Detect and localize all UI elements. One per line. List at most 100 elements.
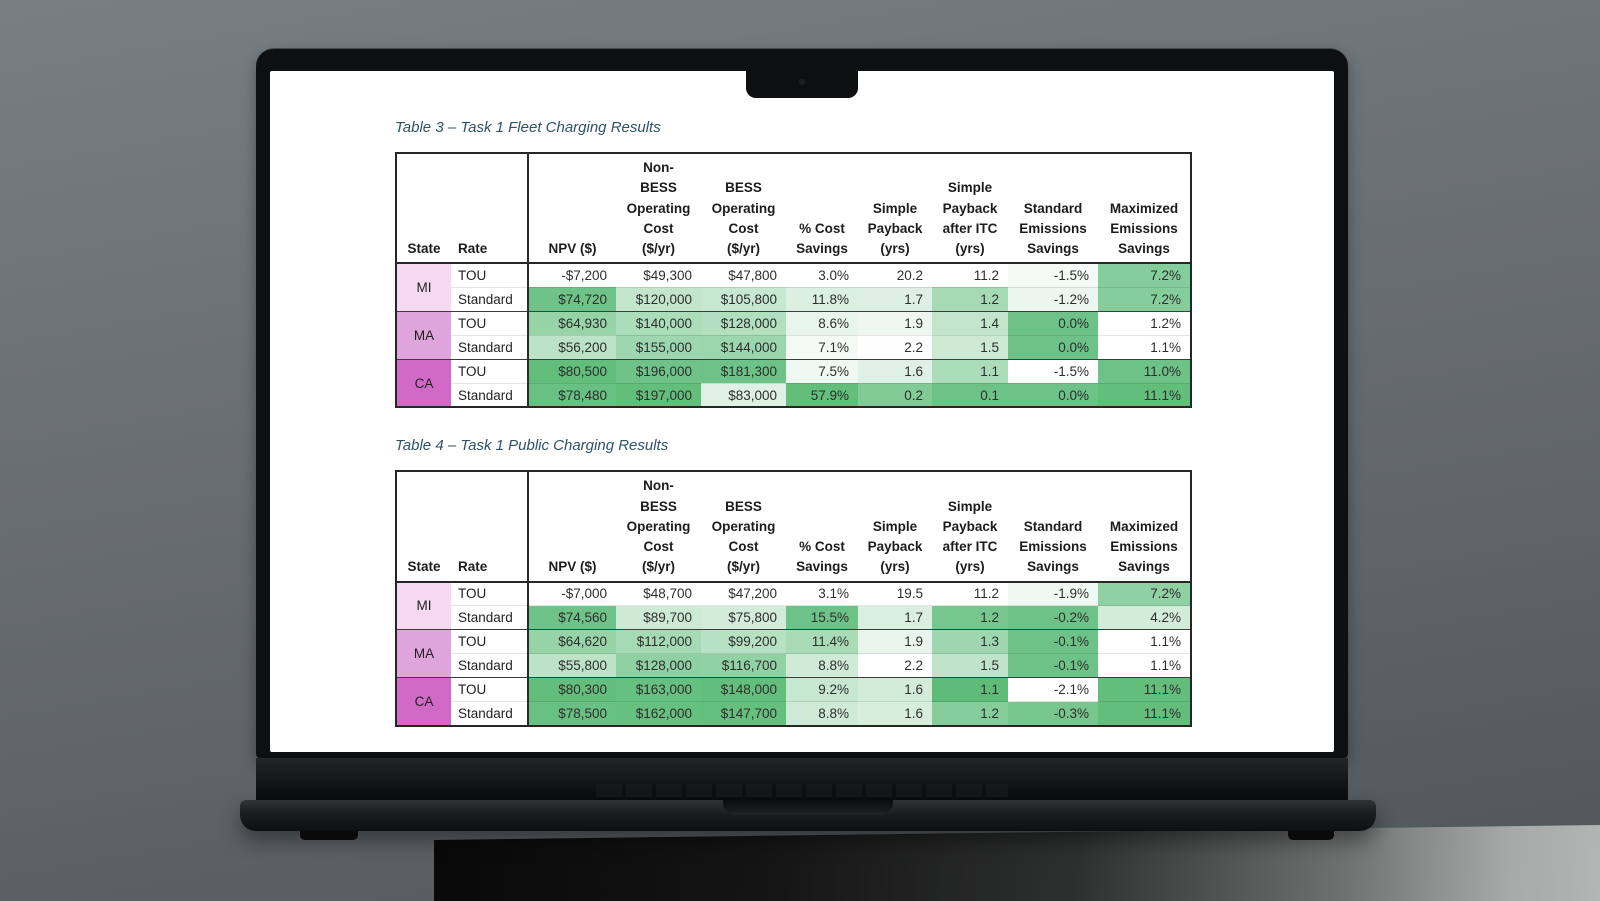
value-cell: $116,700 bbox=[701, 653, 786, 678]
value-cell: 1.1 bbox=[932, 358, 1008, 384]
value-cell: 0.1 bbox=[932, 382, 1008, 408]
laptop-foot bbox=[300, 831, 358, 840]
value-cell: -1.2% bbox=[1008, 286, 1098, 312]
value-cell: $74,560 bbox=[528, 605, 616, 630]
value-cell: 8.6% bbox=[786, 310, 858, 336]
value-cell: -$7,200 bbox=[528, 262, 616, 288]
column-header: Simple Payback (yrs) bbox=[867, 518, 923, 575]
value-cell: $80,500 bbox=[528, 358, 616, 384]
value-cell: $48,700 bbox=[616, 581, 701, 606]
column-header: Standard Emissions Savings bbox=[1019, 200, 1087, 257]
column-header: State bbox=[407, 559, 441, 575]
column-header: % Cost Savings bbox=[796, 220, 848, 256]
column-header: State bbox=[407, 241, 441, 256]
value-cell: 1.4 bbox=[932, 310, 1008, 336]
table-row: MI TOU -$7,200 $49,300 $47,800 3.0% 20.2 11.2 -1… bbox=[396, 262, 1191, 312]
value-cell: 9.2% bbox=[786, 677, 858, 702]
value-cell: 1.6 bbox=[858, 358, 932, 384]
value-cell: 2.2 bbox=[858, 334, 932, 360]
value-cell: $181,300 bbox=[701, 358, 786, 384]
column-header: NPV ($) bbox=[548, 241, 597, 256]
value-cell: -0.1% bbox=[1008, 653, 1098, 678]
column-header: Rate bbox=[451, 471, 529, 582]
value-cell: $64,930 bbox=[528, 310, 616, 336]
value-cell: 11.2 bbox=[932, 581, 1008, 606]
value-cell: 1.2 bbox=[932, 605, 1008, 630]
value-cell: 15.5% bbox=[786, 605, 858, 630]
value-cell: 3.0% bbox=[786, 262, 858, 288]
table3-title: Table 3 – Task 1 Fleet Charging Results bbox=[395, 119, 661, 136]
value-cell: $47,800 bbox=[701, 262, 786, 288]
value-cell: 0.2 bbox=[858, 382, 932, 408]
laptop-screen: Table 3 – Task 1 Fleet Charging Results … bbox=[270, 71, 1334, 752]
value-cell: $56,200 bbox=[528, 334, 616, 360]
value-cell: 7.2% bbox=[1098, 581, 1191, 606]
table-row: Standard $55,800 $128,000 $116,700 8.8% 2.2 1.… bbox=[396, 653, 1191, 678]
value-cell: 7.2% bbox=[1098, 286, 1191, 312]
value-cell: -0.2% bbox=[1008, 605, 1098, 630]
value-cell: $128,000 bbox=[616, 653, 701, 678]
value-cell: $128,000 bbox=[701, 310, 786, 336]
value-cell: 1.5 bbox=[932, 653, 1008, 678]
state-cell: CA bbox=[396, 677, 451, 726]
table-row: Standard $74,560 $89,700 $75,800 15.5% 1.7 1.2… bbox=[396, 605, 1191, 630]
rate-cell: TOU bbox=[451, 358, 529, 384]
table-row: Standard $78,500 $162,000 $147,700 8.8% 1.6 1.… bbox=[396, 701, 1191, 726]
column-header: Non- BESS Operating Cost ($/yr) bbox=[626, 160, 691, 256]
table-row: Standard $56,200 $155,000 $144,000 7.1% 2.2 1.… bbox=[396, 334, 1191, 360]
table-row: MI TOU -$7,000 $48,700 $47,200 3.1% 19.5 11.2 -1… bbox=[396, 581, 1191, 630]
value-cell: $197,000 bbox=[616, 382, 701, 408]
value-cell: $162,000 bbox=[616, 701, 701, 726]
value-cell: $74,720 bbox=[528, 286, 616, 312]
value-cell: 11.1% bbox=[1098, 677, 1191, 702]
value-cell: 1.1 bbox=[932, 677, 1008, 702]
value-cell: 7.5% bbox=[786, 358, 858, 384]
value-cell: 0.0% bbox=[1008, 382, 1098, 408]
rate-cell: TOU bbox=[451, 581, 529, 606]
column-header: BESS Operating Cost ($/yr) bbox=[711, 498, 776, 575]
value-cell: -$7,000 bbox=[528, 581, 616, 606]
value-cell: 1.6 bbox=[858, 677, 932, 702]
value-cell: $99,200 bbox=[701, 629, 786, 654]
value-cell: 1.6 bbox=[858, 701, 932, 726]
table-row: CA TOU $80,500 $196,000 $181,300 7.5% 1.6 1.1 -1… bbox=[396, 358, 1191, 408]
lid-thumb-scoop bbox=[723, 800, 893, 815]
value-cell: $78,500 bbox=[528, 701, 616, 726]
document-sheet: Table 3 – Task 1 Fleet Charging Results … bbox=[395, 119, 1195, 727]
laptop-base bbox=[240, 800, 1376, 831]
value-cell: $155,000 bbox=[616, 334, 701, 360]
value-cell: -0.3% bbox=[1008, 701, 1098, 726]
webcam-icon bbox=[799, 79, 805, 85]
value-cell: 0.0% bbox=[1008, 310, 1098, 336]
value-cell: 7.1% bbox=[786, 334, 858, 360]
value-cell: 1.2 bbox=[932, 286, 1008, 312]
value-cell: 11.2 bbox=[932, 262, 1008, 288]
value-cell: $78,480 bbox=[528, 382, 616, 408]
value-cell: 11.1% bbox=[1098, 701, 1191, 726]
rate-cell: Standard bbox=[451, 286, 529, 312]
value-cell: $196,000 bbox=[616, 358, 701, 384]
value-cell: 1.3 bbox=[932, 629, 1008, 654]
value-cell: 1.7 bbox=[858, 286, 932, 312]
value-cell: -1.5% bbox=[1008, 262, 1098, 288]
value-cell: 1.7 bbox=[858, 605, 932, 630]
value-cell: -2.1% bbox=[1008, 677, 1098, 702]
value-cell: $144,000 bbox=[701, 334, 786, 360]
rate-cell: Standard bbox=[451, 382, 529, 408]
column-header: Simple Payback (yrs) bbox=[867, 200, 923, 257]
value-cell: 2.2 bbox=[858, 653, 932, 678]
public-charging-results-table: State Rate NPV ($) Non- BESS Operating Cost… bbox=[395, 470, 1192, 727]
value-cell: $80,300 bbox=[528, 677, 616, 702]
value-cell: $120,000 bbox=[616, 286, 701, 312]
column-header: NPV ($) bbox=[548, 559, 597, 575]
value-cell: 8.8% bbox=[786, 653, 858, 678]
value-cell: 0.0% bbox=[1008, 334, 1098, 360]
column-header: Simple Payback after ITC (yrs) bbox=[942, 180, 998, 256]
column-header: BESS Operating Cost ($/yr) bbox=[711, 180, 776, 256]
table-row: MA TOU $64,620 $112,000 $99,200 11.4% 1.9 1.3 -0… bbox=[396, 629, 1191, 678]
value-cell: -1.5% bbox=[1008, 358, 1098, 384]
column-header: Non- BESS Operating Cost ($/yr) bbox=[626, 478, 691, 575]
value-cell: 1.2% bbox=[1098, 310, 1191, 336]
table-row: Standard $78,480 $197,000 $83,000 57.9% 0.2 0.… bbox=[396, 382, 1191, 408]
